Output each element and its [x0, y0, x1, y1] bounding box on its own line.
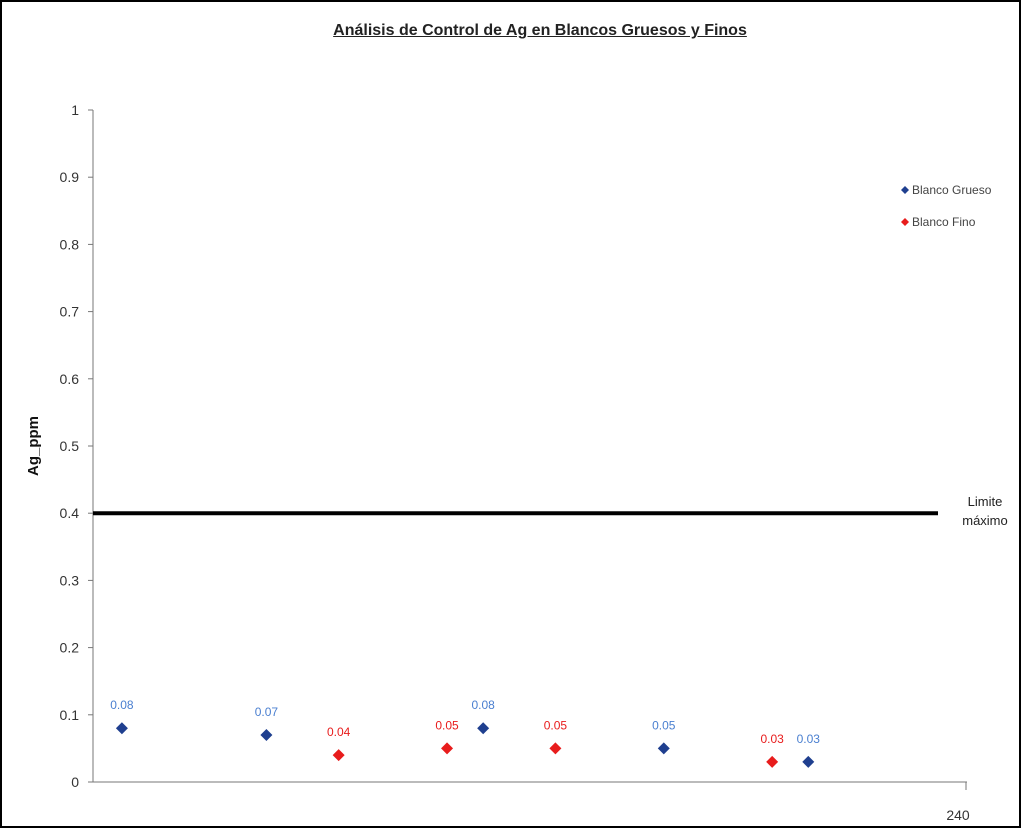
- data-point-fino[interactable]: [549, 742, 562, 755]
- y-tick-label: 0.7: [60, 304, 80, 320]
- data-point-grueso[interactable]: [802, 755, 815, 768]
- limit-label-line1: Limite: [968, 494, 1003, 509]
- legend-marker-fino: [901, 218, 909, 226]
- data-label-fino: 0.04: [327, 725, 351, 739]
- data-point-fino[interactable]: [441, 742, 454, 755]
- y-tick-label: 0.9: [60, 169, 80, 185]
- data-label-grueso: 0.08: [471, 698, 495, 712]
- data-label-fino: 0.05: [544, 718, 568, 732]
- data-label-fino: 0.03: [760, 732, 784, 746]
- data-point-fino[interactable]: [332, 749, 345, 762]
- data-label-grueso: 0.07: [255, 705, 279, 719]
- data-point-grueso[interactable]: [260, 728, 273, 741]
- data-point-grueso[interactable]: [477, 722, 490, 735]
- y-tick-label: 0.5: [60, 438, 80, 454]
- x-tick-label: 240: [946, 807, 970, 823]
- y-tick-label: 0.2: [60, 640, 80, 656]
- y-tick-label: 0.4: [60, 505, 80, 521]
- legend-label-fino: Blanco Fino: [912, 215, 976, 229]
- chart-title: Análisis de Control de Ag en Blancos Gru…: [333, 22, 747, 39]
- legend-label-grueso: Blanco Grueso: [912, 183, 992, 197]
- y-tick-label: 0.1: [60, 707, 80, 723]
- y-tick-label: 1: [71, 102, 79, 118]
- data-point-grueso[interactable]: [657, 742, 670, 755]
- y-tick-label: 0.3: [60, 572, 80, 588]
- y-tick-label: 0: [71, 774, 79, 790]
- y-tick-label: 0.6: [60, 371, 80, 387]
- data-label-grueso: 0.05: [652, 718, 676, 732]
- data-point-grueso[interactable]: [115, 722, 128, 735]
- legend-marker-grueso: [901, 186, 909, 194]
- y-axis-title: Ag_ppm: [25, 416, 42, 476]
- y-tick-label: 0.8: [60, 236, 80, 252]
- data-label-grueso: 0.08: [110, 698, 134, 712]
- data-point-fino[interactable]: [766, 755, 779, 768]
- limit-label-line2: máximo: [962, 513, 1008, 528]
- data-label-fino: 0.05: [435, 718, 459, 732]
- data-label-grueso: 0.03: [797, 732, 821, 746]
